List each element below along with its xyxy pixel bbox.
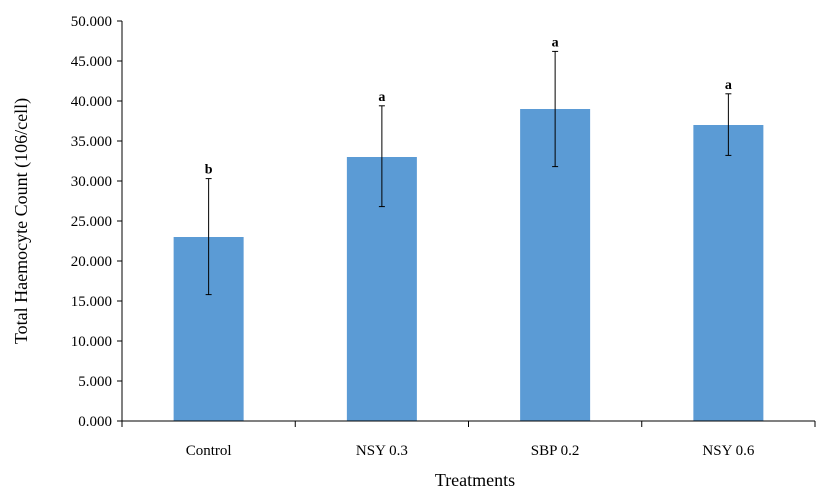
significance-label: a: [725, 78, 732, 93]
y-tick-label: 50.000: [71, 14, 112, 30]
y-tick-label: 45.000: [71, 54, 112, 70]
x-tick-labels: Control NSY 0.3 SBP 0.2 NSY 0.6: [186, 443, 755, 459]
bar: [693, 125, 764, 421]
x-tick-label: NSY 0.6: [702, 443, 754, 459]
y-tick-label: 10.000: [71, 334, 112, 350]
y-axis-ticks: [117, 20, 122, 422]
y-tick-label: 40.000: [71, 94, 112, 110]
y-tick-label: 0.000: [78, 414, 112, 430]
y-axis-title: Total Haemocyte Count (106/cell): [11, 98, 32, 344]
y-tick-label: 15.000: [71, 294, 112, 310]
significance-label: b: [205, 163, 213, 178]
significance-labels: b a a a: [205, 35, 732, 177]
significance-label: a: [378, 90, 385, 105]
y-tick-label: 30.000: [71, 174, 112, 190]
y-tick-label: 5.000: [78, 374, 112, 390]
y-tick-label: 25.000: [71, 214, 112, 230]
significance-label: a: [552, 35, 559, 50]
y-tick-label: 35.000: [71, 134, 112, 150]
error-bars: [205, 50, 732, 296]
x-tick-label: Control: [186, 443, 232, 459]
x-tick-label: SBP 0.2: [531, 443, 580, 459]
bars: [173, 109, 764, 421]
x-tick-label: NSY 0.3: [356, 443, 408, 459]
y-tick-labels: 0.000 5.000 10.000 15.000 20.000 25.000 30.000…: [71, 14, 112, 430]
x-axis-ticks: [121, 421, 816, 427]
y-tick-label: 20.000: [71, 254, 112, 270]
x-axis-title: Treatments: [435, 470, 515, 489]
